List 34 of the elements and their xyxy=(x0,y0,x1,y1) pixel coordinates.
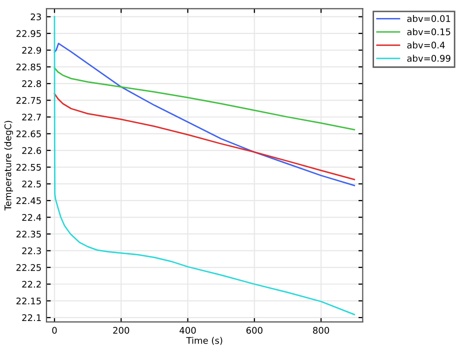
line-series xyxy=(54,42,356,186)
x-tick-label: 400 xyxy=(180,326,196,334)
y-tick-label: 22.3 xyxy=(22,247,41,254)
y-tick-label: 22.85 xyxy=(16,64,41,70)
y-tick-label: 22.25 xyxy=(16,264,41,271)
line-series xyxy=(54,16,356,316)
x-tick-label: 800 xyxy=(313,326,330,334)
y-tick-label: 22.2 xyxy=(22,280,41,288)
x-tick-label: 200 xyxy=(113,326,130,334)
x-tick-label: 600 xyxy=(246,326,262,334)
y-tick-label: 22.45 xyxy=(16,197,41,204)
x-tick-label: 0 xyxy=(52,326,57,334)
legend-label: abv=0.01 xyxy=(407,15,450,22)
y-tick-label: 22.9 xyxy=(22,46,42,54)
y-tick-label: 22.15 xyxy=(16,298,41,304)
legend-label: abv=0.15 xyxy=(407,28,450,36)
y-tick-label: 22.5 xyxy=(22,180,41,188)
line-series xyxy=(54,92,356,180)
y-tick-label: 22.6 xyxy=(22,147,42,154)
line-series xyxy=(54,67,356,130)
y-tick-label: 22.35 xyxy=(16,230,41,238)
y-tick-label: 22.65 xyxy=(16,130,41,138)
y-tick-label: 22.1 xyxy=(22,314,41,321)
y-tick-label: 22.4 xyxy=(22,214,42,221)
legend-label: abv=0.4 xyxy=(407,42,445,49)
x-axis-title: Time (s) xyxy=(186,336,222,345)
y-tick-label: 22.95 xyxy=(16,30,41,37)
y-axis-title: Temperature (degC) xyxy=(4,120,14,211)
y-tick-label: 22.75 xyxy=(16,97,41,104)
y-tick-label: 23 xyxy=(30,13,41,20)
y-tick-label: 22.7 xyxy=(22,114,41,120)
y-tick-label: 22.8 xyxy=(22,80,42,88)
legend-label: abv=0.99 xyxy=(407,54,450,62)
y-tick-label: 22.55 xyxy=(16,164,41,171)
